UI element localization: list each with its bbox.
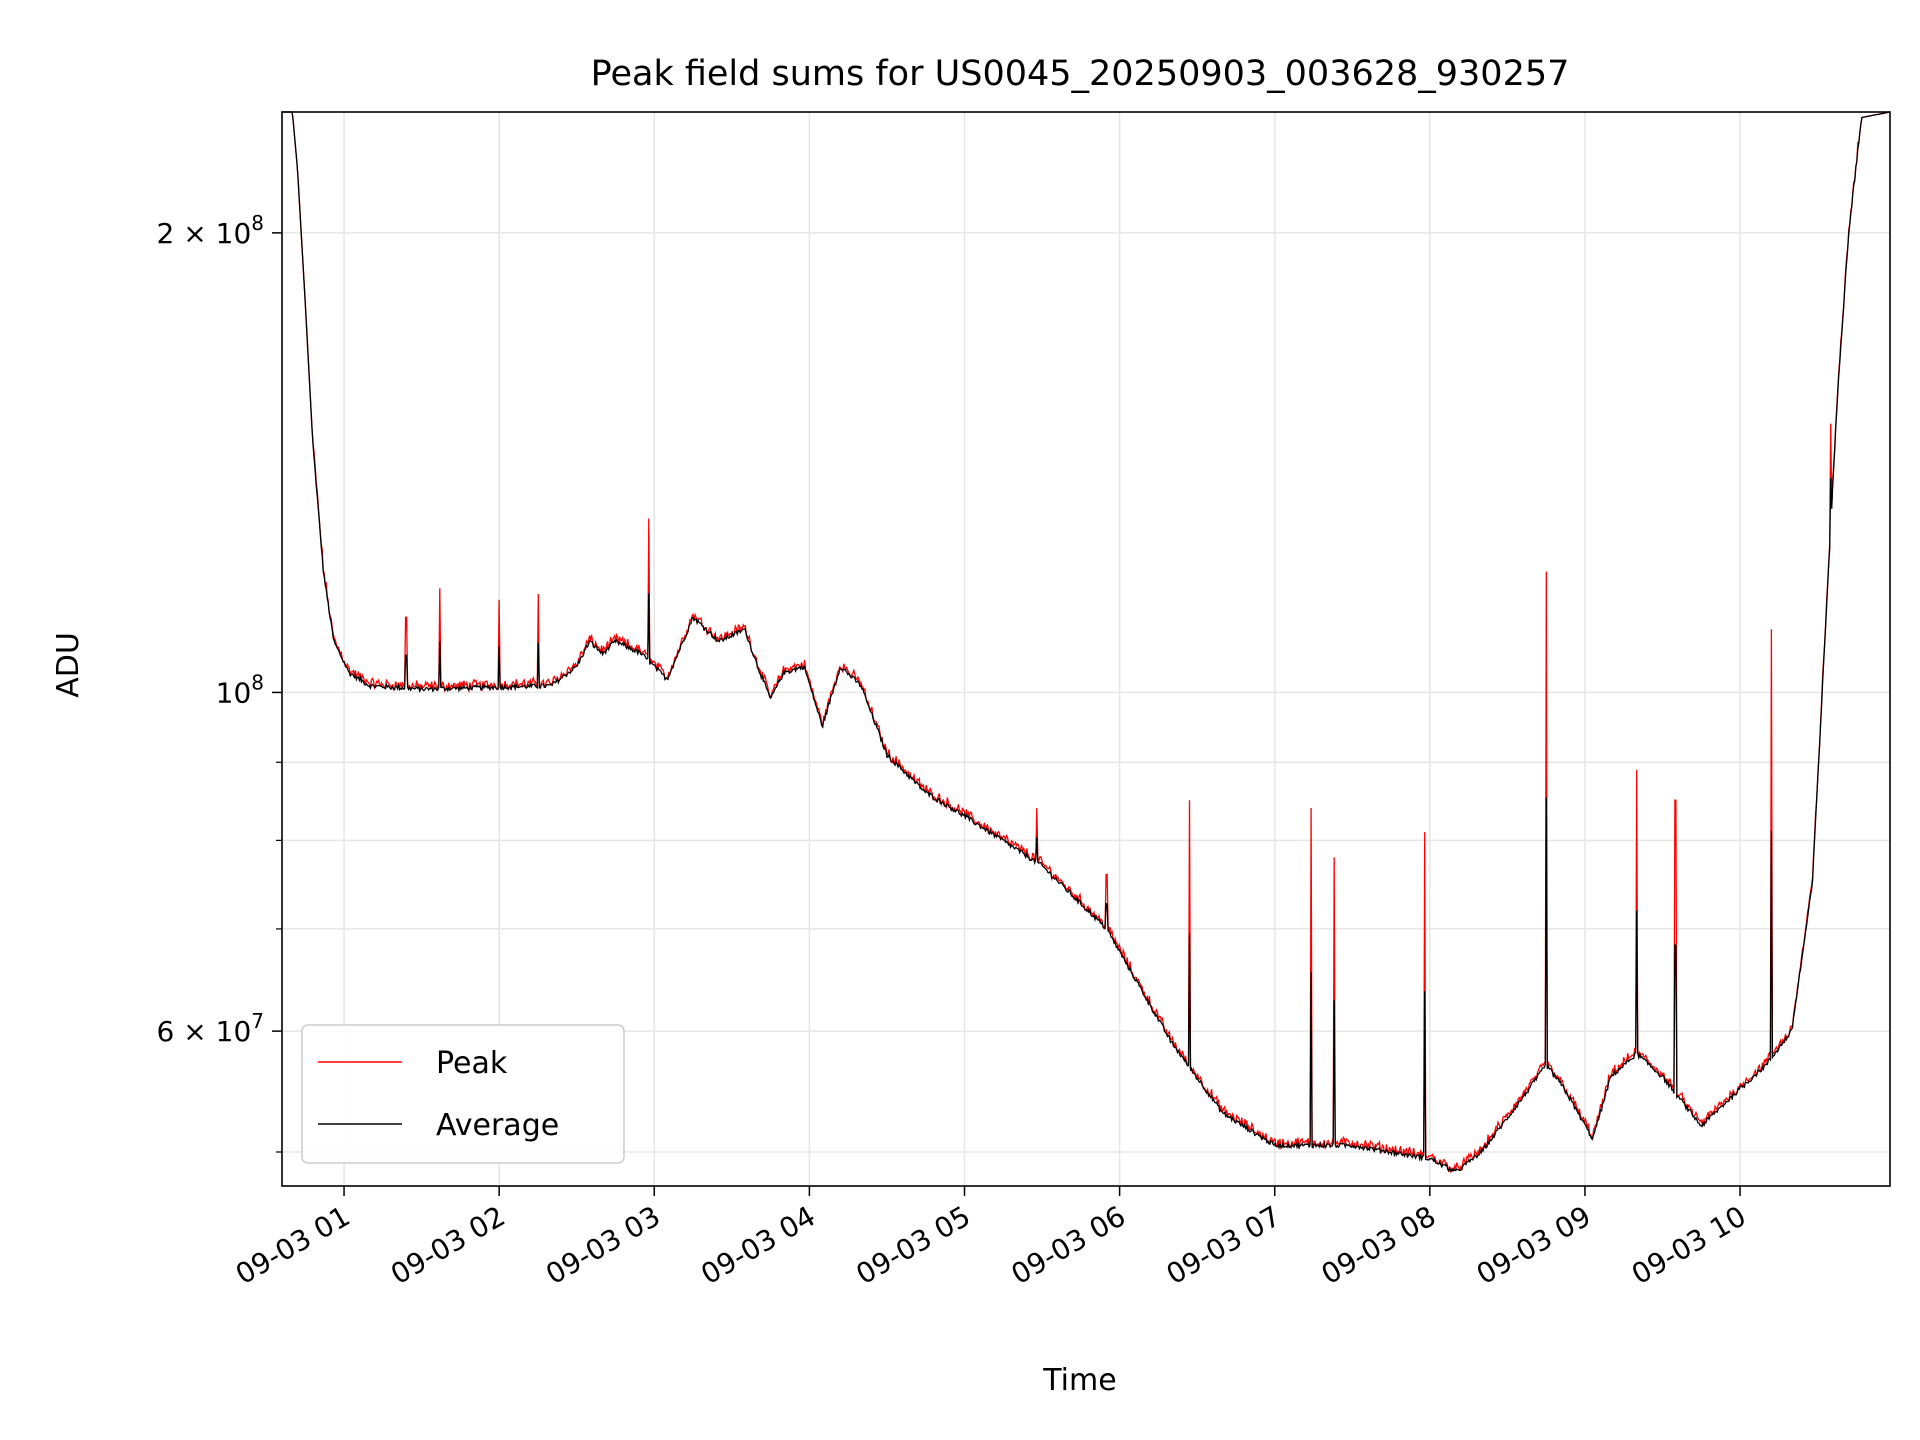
- x-tick-label: 09-03 02: [385, 1199, 511, 1291]
- x-tick-label: 09-03 05: [850, 1199, 976, 1291]
- legend-label-average: Average: [436, 1108, 559, 1143]
- chart-title: Peak field sums for US0045_20250903_0036…: [591, 54, 1570, 94]
- y-tick-label: 108: [216, 670, 264, 709]
- series-average-line: [282, 111, 1891, 1172]
- peak-line-path: [282, 111, 1891, 1174]
- x-tick-label: 09-03 03: [540, 1199, 666, 1291]
- x-tick-label: 09-03 10: [1626, 1199, 1752, 1291]
- x-tick-label: 09-03 04: [695, 1199, 821, 1291]
- y-axis-ticks: 6 × 107 108 2 × 108: [157, 211, 282, 1153]
- x-tick-label: 09-03 08: [1316, 1199, 1442, 1291]
- legend-box: [301, 1024, 625, 1164]
- x-tick-label: 09-03 01: [230, 1199, 356, 1291]
- series-peak-line: [282, 111, 1891, 1174]
- x-axis-ticks: 09-03 01 09-03 02 09-03 03 09-03 04 09-03 05…: [230, 1186, 1752, 1291]
- y-axis-label: ADU: [51, 632, 86, 698]
- y-tick-label: 2 × 108: [157, 211, 264, 250]
- x-tick-label: 09-03 07: [1161, 1199, 1287, 1291]
- x-tick-label: 09-03 09: [1471, 1199, 1597, 1291]
- x-axis-label: Time: [1042, 1363, 1116, 1398]
- y-tick-label: 6 × 107: [157, 1009, 264, 1048]
- x-tick-label: 09-03 06: [1006, 1199, 1132, 1291]
- legend-label-peak: Peak: [436, 1046, 508, 1081]
- average-line-path: [282, 111, 1891, 1172]
- plot-frame: [281, 111, 1891, 1187]
- legend: Peak Average: [301, 1024, 625, 1164]
